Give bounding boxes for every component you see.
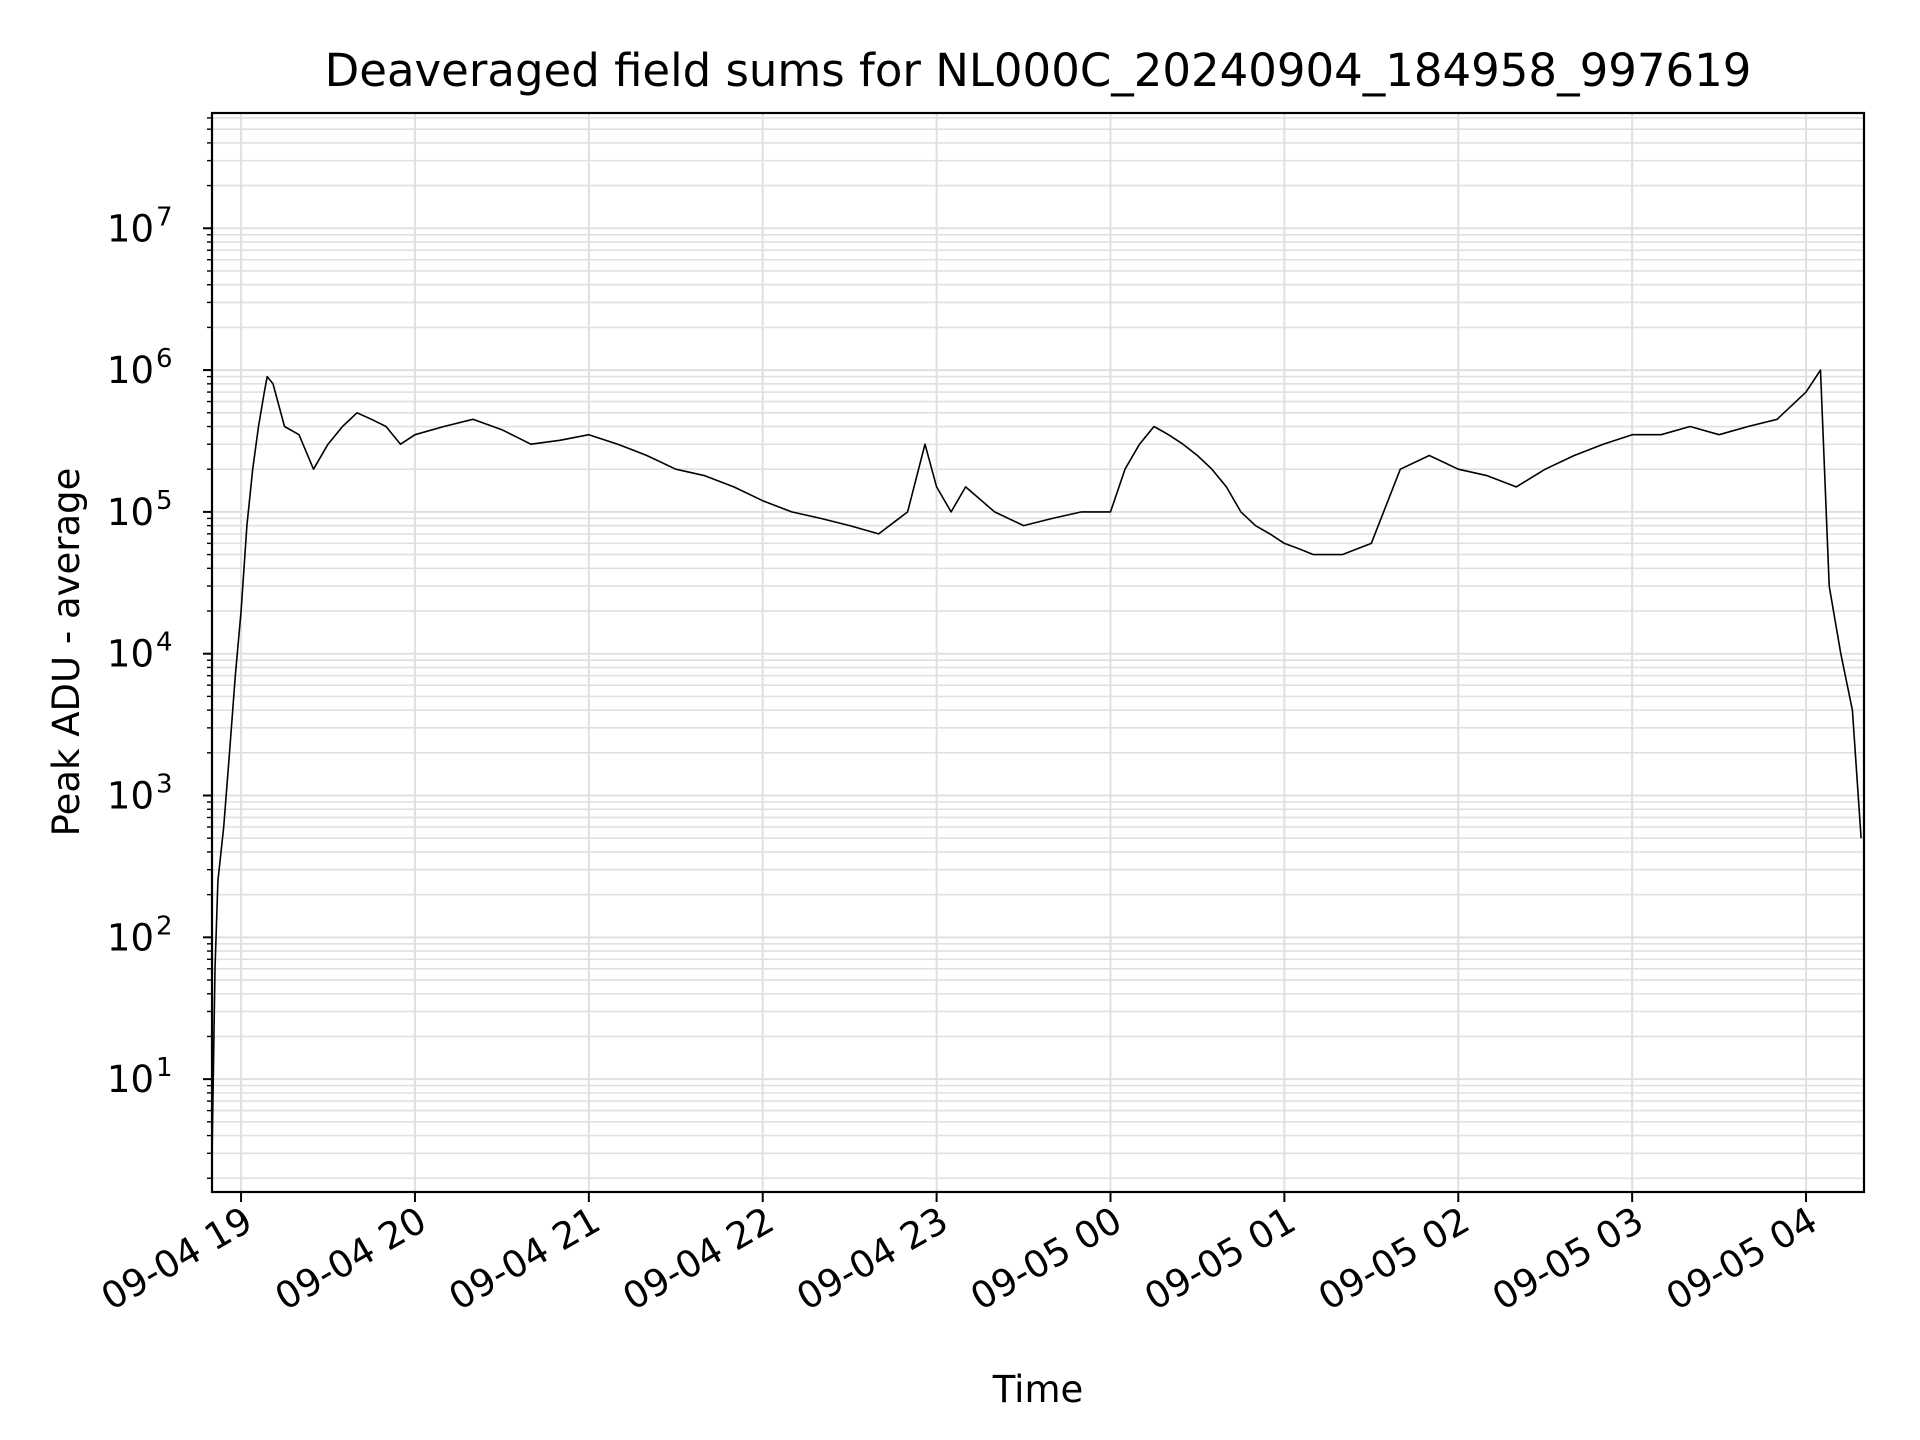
y-tick-label: 10 — [107, 491, 154, 534]
y-tick-label: 10 — [107, 775, 154, 818]
y-tick-exponent: 7 — [156, 202, 173, 232]
y-tick-exponent: 2 — [156, 911, 173, 941]
plot-frame — [210, 111, 1866, 1194]
y-tick-label: 10 — [107, 207, 154, 250]
y-tick-label: 10 — [107, 916, 154, 959]
y-axis-label: Peak ADU - average — [45, 468, 88, 837]
chart-title: Deaveraged field sums for NL000C_2024090… — [325, 44, 1752, 97]
series-layer — [212, 369, 1862, 1154]
y-tick-exponent: 1 — [156, 1053, 173, 1083]
y-tick-exponent: 5 — [156, 486, 173, 516]
y-tick-exponent: 6 — [156, 344, 173, 374]
y-tick-exponent: 4 — [156, 628, 173, 658]
series-line — [212, 369, 1862, 1154]
y-tick-label: 10 — [107, 349, 154, 392]
x-axis-label: Time — [992, 1368, 1084, 1411]
y-tick-label: 10 — [107, 633, 154, 676]
grid-lines — [212, 113, 1864, 1192]
y-tick-label: 10 — [107, 1058, 154, 1101]
y-tick-exponent: 3 — [156, 770, 173, 800]
